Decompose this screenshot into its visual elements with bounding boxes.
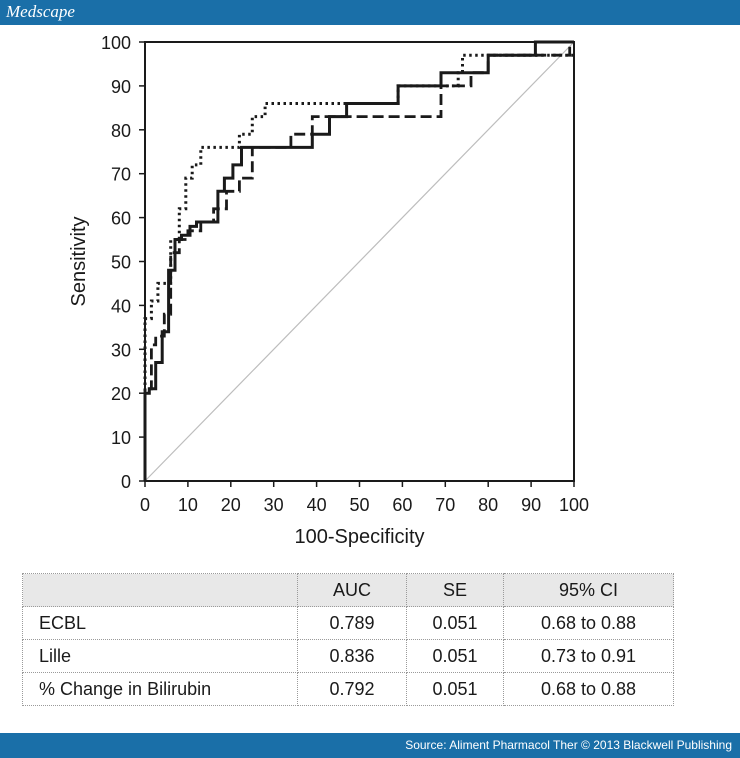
table-row: % Change in Bilirubin 0.792 0.051 0.68 t… xyxy=(22,672,674,706)
x-tick-label: 10 xyxy=(178,495,198,515)
x-tick-label: 50 xyxy=(349,495,369,515)
table-header-se: SE xyxy=(406,573,504,607)
roc-chart: 0 10 20 30 40 50 60 70 80 90 100 0 10 20 30 40 50 60 70 80 9… xyxy=(68,33,589,548)
x-tick-label: 80 xyxy=(478,495,498,515)
row-ci: 0.73 to 0.91 xyxy=(503,639,674,673)
row-ci: 0.68 to 0.88 xyxy=(503,606,674,640)
table-row: ECBL 0.789 0.051 0.68 to 0.88 xyxy=(22,606,674,640)
x-tick-label: 70 xyxy=(435,495,455,515)
table-header-empty xyxy=(22,573,298,607)
y-tick-label: 10 xyxy=(111,428,131,448)
x-tick-label: 100 xyxy=(559,495,589,515)
footer-bar: Source: Aliment Pharmacol Ther © 2013 Bl… xyxy=(0,733,740,758)
roc-curve-dashed xyxy=(143,40,574,481)
y-tick-label: 90 xyxy=(111,77,131,97)
plot-area: 0 10 20 30 40 50 60 70 80 90 100 0 10 20 30 40 50 60 70 80 9… xyxy=(68,33,589,548)
source-credit: Source: Aliment Pharmacol Ther © 2013 Bl… xyxy=(405,738,732,752)
x-tick-label: 0 xyxy=(140,495,150,515)
table-header-row: AUC SE 95% CI xyxy=(22,573,674,607)
row-ci: 0.68 to 0.88 xyxy=(503,672,674,706)
x-tick-label: 40 xyxy=(307,495,327,515)
y-tick-label: 100 xyxy=(101,33,131,53)
x-tick-label: 20 xyxy=(221,495,241,515)
x-tick-label: 30 xyxy=(264,495,284,515)
table-row: Lille 0.836 0.051 0.73 to 0.91 xyxy=(22,639,674,673)
row-se: 0.051 xyxy=(406,672,504,706)
y-tick-label: 0 xyxy=(121,472,131,492)
table-header-ci: 95% CI xyxy=(503,573,674,607)
table-header-auc: AUC xyxy=(297,573,407,607)
row-se: 0.051 xyxy=(406,639,504,673)
y-tick-label: 40 xyxy=(111,296,131,316)
medscape-logo: Medscape xyxy=(6,2,75,21)
row-label: % Change in Bilirubin xyxy=(22,672,298,706)
row-label: Lille xyxy=(22,639,298,673)
header-bar: Medscape xyxy=(0,0,740,25)
row-se: 0.051 xyxy=(406,606,504,640)
y-tick-label: 20 xyxy=(111,384,131,404)
row-label: ECBL xyxy=(22,606,298,640)
auc-table: AUC SE 95% CI ECBL 0.789 0.051 0.68 to 0… xyxy=(22,573,674,706)
row-auc: 0.836 xyxy=(297,639,407,673)
row-auc: 0.789 xyxy=(297,606,407,640)
reference-diagonal-line xyxy=(144,41,575,482)
row-auc: 0.792 xyxy=(297,672,407,706)
y-tick-label: 70 xyxy=(111,165,131,185)
y-axis-label: Sensitivity xyxy=(68,216,90,306)
x-axis-label: 100-Specificity xyxy=(294,526,424,548)
y-tick-label: 80 xyxy=(111,121,131,141)
x-tick-label: 60 xyxy=(392,495,412,515)
y-tick-label: 50 xyxy=(111,253,131,273)
y-tick-label: 60 xyxy=(111,209,131,229)
y-tick-label: 30 xyxy=(111,340,131,360)
x-tick-label: 90 xyxy=(521,495,541,515)
roc-curve-dotted xyxy=(143,53,574,481)
